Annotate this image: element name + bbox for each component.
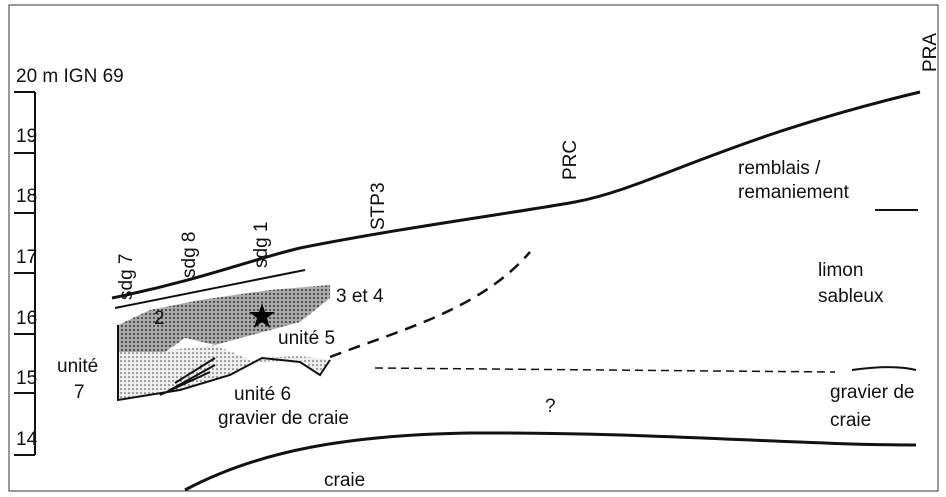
profile-label: STP3 [368,182,389,230]
cross-section: 20 m IGN 69 19 18 17 16 15 14 sdg 7 sdg … [0,0,946,497]
unit-label: gravier de craie [218,408,349,429]
scale-label: 17 [16,247,37,268]
profile-label: sdg 1 [251,222,272,268]
unit-label: unité [57,356,98,377]
scale-label: 18 [16,186,37,207]
unit-label: unité 5 [278,328,335,349]
scale-label: 16 [16,308,37,329]
profile-label: PRC [560,140,581,180]
unit-label: ? [545,396,556,417]
unit-label: 2 [154,308,165,329]
scale-title: 20 m IGN 69 [16,66,124,87]
unit-label: craie [324,470,365,491]
unit-label: remaniement [738,182,850,203]
profile-label: sdg 7 [116,254,137,300]
layers [112,92,920,490]
profile-label: sdg 8 [179,232,200,278]
unit-label: unité 6 [234,384,291,405]
unit-label: limon [818,260,863,281]
scale-label: 15 [16,368,37,389]
profile-label: PRA [920,33,941,72]
frame [9,5,938,491]
unit-label: gravier de [830,382,915,403]
scale: 20 m IGN 69 19 18 17 16 15 14 [14,66,124,455]
unit-label: craie [830,410,871,431]
unit-label: sableux [818,286,884,307]
unit-label: 3 et 4 [336,286,384,307]
scale-label: 14 [16,429,38,450]
unit-label: 7 [74,382,85,403]
unit-label: remblais / [738,158,821,179]
scale-label: 19 [16,126,37,147]
